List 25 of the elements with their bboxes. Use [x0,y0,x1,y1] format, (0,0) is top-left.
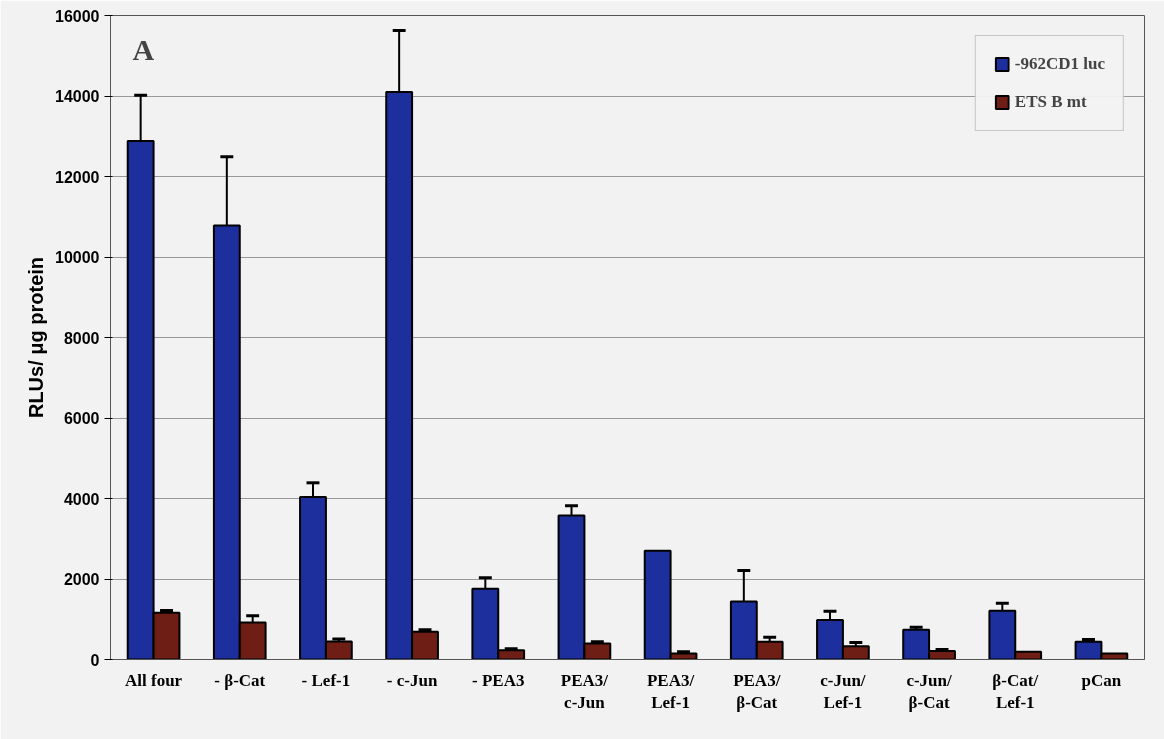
x-tick-label: pCan [1081,670,1122,690]
y-tick-label: 4000 [63,490,100,508]
x-tick-label: PEA3/ β-Cat [733,670,781,713]
x-tick-label: PEA3/ Lef-1 [646,670,695,713]
x-tick-label: - c-Jun [386,670,438,690]
legend-label: -962CD1 luc [1014,54,1105,74]
x-tick-label: c-Jun/ β-Cat [906,670,953,713]
y-tick-label: 8000 [63,329,100,347]
legend-label: ETS B mt [1014,92,1087,112]
x-tick-label: - PEA3 [472,670,525,690]
y-tick-label: 0 [90,651,100,669]
y-tick-label: 2000 [63,571,100,588]
y-tick-label: 16000 [55,7,100,25]
annotation: A [132,32,155,66]
x-tick-label: - β-Cat [214,670,266,690]
x-tick-label: PEA3/ c-Jun [560,670,609,713]
x-tick-label: - Lef-1 [301,670,351,690]
x-tick-label: All four [125,670,183,690]
y-tick-label: 12000 [55,168,100,186]
y-tick-label: 14000 [55,88,100,105]
y-tick-label: 6000 [63,410,100,427]
x-tick-label: c-Jun/ Lef-1 [820,670,866,713]
x-tick-label: β-Cat/ Lef-1 [992,670,1039,713]
y-tick-label: 10000 [55,249,100,266]
y-axis-title: RLUs/ μg protein [25,256,48,419]
